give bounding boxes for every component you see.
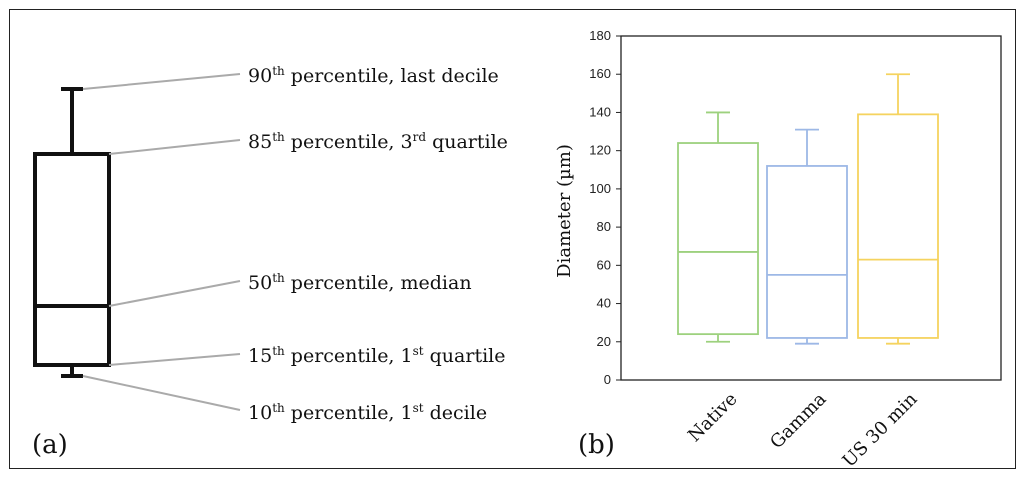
box-gamma [766, 128, 848, 345]
label-10th-percentile: 10th percentile, 1st decile [248, 401, 488, 424]
y-tick-label: 180 [589, 28, 611, 43]
y-tick-label: 20 [597, 334, 611, 349]
y-tick-label: 40 [597, 296, 611, 311]
box-native [677, 111, 759, 343]
label-85th-percentile: 85th percentile, 3rd quartile [248, 130, 508, 153]
leader-line-15 [108, 353, 241, 366]
panel-b-tag: (b) [578, 430, 615, 460]
boxplot-chart: Diameter (µm) 0 20 40 60 80 100 120 140 160 180 N… [554, 28, 1002, 468]
box-us-30-min [857, 73, 939, 345]
x-category-label: Gamma [766, 389, 831, 454]
leader-line-90 [82, 73, 241, 90]
schematic-boxplot [33, 73, 241, 411]
y-tick-label: 160 [589, 66, 611, 81]
y-tick-label: 60 [597, 257, 611, 272]
y-tick-label: 140 [589, 104, 611, 119]
leader-line-10 [82, 375, 241, 411]
y-tick-label: 0 [604, 372, 611, 387]
y-tick-label: 80 [597, 219, 611, 234]
x-category-label: Native [684, 389, 741, 446]
label-15th-percentile: 15th percentile, 1st quartile [248, 344, 506, 367]
leader-line-50 [108, 280, 241, 307]
plot-area [620, 35, 1002, 381]
label-50th-percentile: 50th percentile, median [248, 271, 472, 294]
y-axis-title: Diameter (µm) [554, 144, 575, 278]
y-tick-label: 120 [589, 143, 611, 158]
leader-line-85 [108, 139, 241, 155]
box-iqr [677, 142, 759, 336]
box-iqr [766, 165, 848, 339]
figure-frame: 90th percentile, last decile 85th percen… [9, 9, 1016, 469]
y-tick-label: 100 [589, 181, 611, 196]
label-90th-percentile: 90th percentile, last decile [248, 64, 499, 87]
box-iqr [857, 113, 939, 339]
x-category-label: US 30 min [839, 388, 922, 468]
panel-a-tag: (a) [32, 430, 68, 460]
